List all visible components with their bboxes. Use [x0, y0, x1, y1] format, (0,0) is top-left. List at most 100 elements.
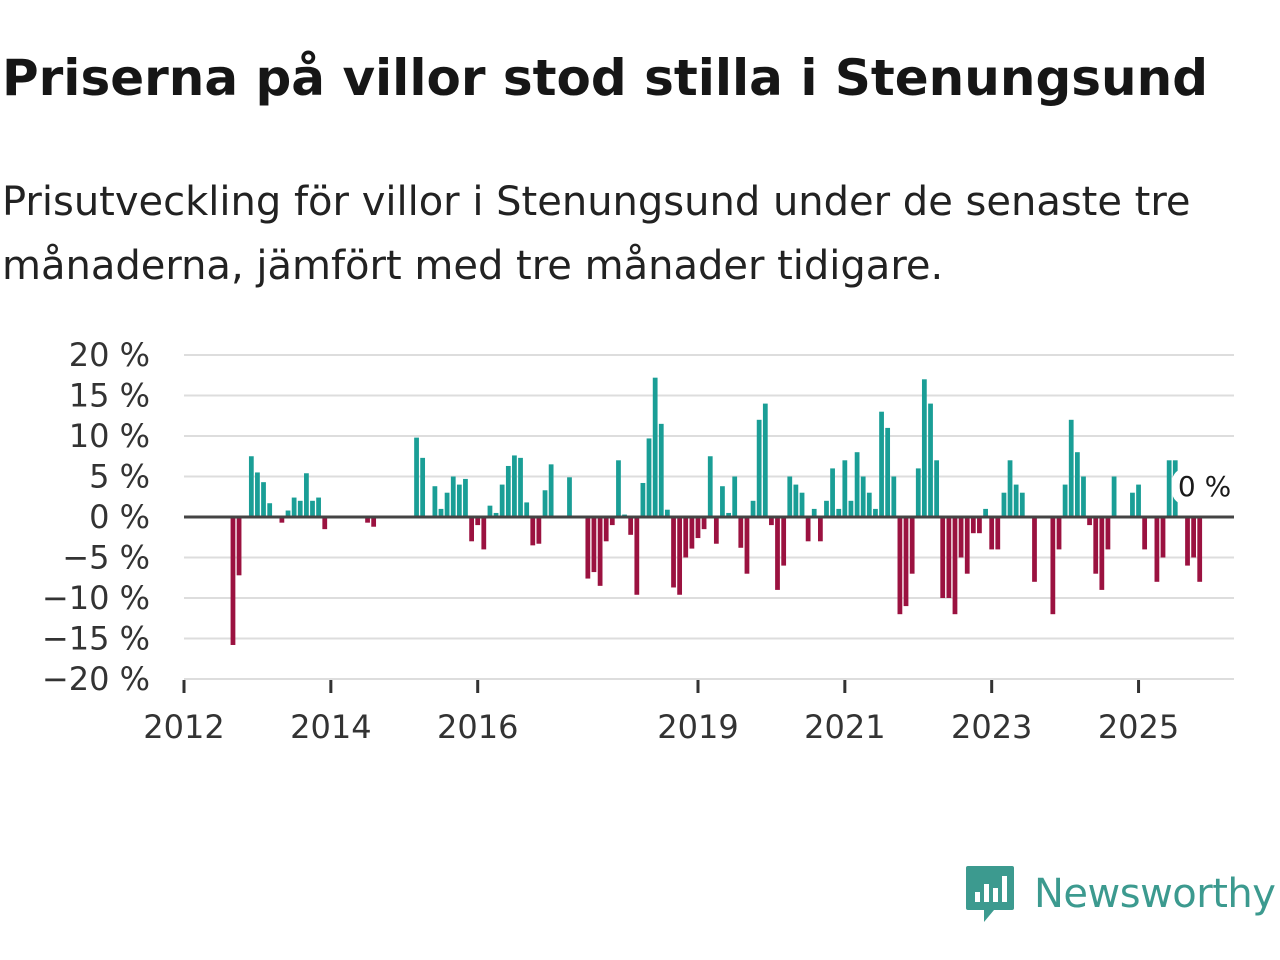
bar	[671, 517, 676, 588]
bar	[1001, 492, 1007, 517]
end-value-background	[1171, 468, 1238, 505]
x-tick-label: 2025	[1098, 708, 1179, 746]
bar	[475, 517, 481, 526]
bar	[450, 476, 456, 517]
bar	[940, 517, 946, 598]
bar	[707, 456, 713, 517]
bar	[909, 517, 915, 574]
bar	[934, 460, 940, 517]
bar	[1074, 452, 1080, 517]
bar	[536, 517, 542, 544]
bar	[762, 403, 768, 517]
bar	[1062, 484, 1068, 517]
bar	[469, 517, 474, 542]
bar	[921, 379, 927, 517]
x-tick-label: 2021	[804, 708, 885, 746]
bar	[664, 509, 670, 517]
bar	[1007, 460, 1013, 517]
brand-name: Newsworthy	[1034, 871, 1276, 917]
bar	[1081, 476, 1086, 517]
bar	[1099, 517, 1105, 590]
bar	[787, 476, 793, 517]
bar	[609, 517, 615, 526]
y-tick-label: 5 %	[89, 458, 150, 496]
bar	[726, 512, 731, 517]
bar	[261, 482, 266, 517]
bar	[414, 437, 419, 517]
x-tick-label: 2014	[290, 708, 371, 746]
bar	[585, 517, 591, 579]
x-tick-label: 2012	[143, 708, 224, 746]
bar	[432, 486, 438, 517]
bar	[738, 517, 744, 548]
x-tick-label: 2016	[437, 708, 518, 746]
bar	[304, 473, 309, 517]
bar	[836, 508, 842, 517]
bar	[977, 517, 982, 534]
bar	[1019, 492, 1025, 517]
bar	[891, 476, 897, 517]
bar	[279, 517, 285, 523]
bar	[830, 468, 835, 517]
bar	[897, 517, 903, 615]
bar	[781, 517, 787, 566]
bar	[616, 460, 621, 517]
bar	[365, 517, 370, 523]
bar	[713, 517, 719, 544]
x-tick-label: 2019	[657, 708, 738, 746]
bar	[695, 517, 701, 539]
y-tick-label: 15 %	[69, 377, 150, 415]
bar	[1093, 517, 1099, 574]
bar	[456, 484, 462, 517]
bar	[1154, 517, 1160, 582]
y-tick-label: 0 %	[89, 498, 150, 536]
bar	[1185, 517, 1190, 566]
bar	[928, 403, 933, 517]
x-tick-label: 2023	[951, 708, 1032, 746]
newsworthy-logo-icon	[966, 866, 1014, 922]
bar	[1160, 517, 1166, 558]
y-tick-label: 10 %	[69, 417, 150, 455]
bar	[297, 500, 303, 517]
bar	[499, 484, 505, 517]
bar	[1111, 476, 1117, 517]
bar	[989, 517, 995, 550]
bar	[799, 492, 805, 517]
bar	[230, 517, 236, 645]
bar	[775, 517, 780, 590]
bar	[1050, 517, 1056, 615]
bar	[952, 517, 958, 615]
bar	[420, 457, 426, 517]
bar	[322, 517, 328, 530]
bar	[744, 517, 750, 574]
bar	[603, 517, 609, 542]
bar	[310, 500, 315, 517]
bar	[248, 456, 254, 517]
bar	[1130, 492, 1135, 517]
bar	[1087, 517, 1092, 526]
bar	[1068, 419, 1074, 517]
bar	[1166, 460, 1172, 517]
y-axis: 20 %15 %10 %5 %0 %−5 %−10 %−15 %−20 %	[42, 336, 150, 698]
bar	[915, 468, 921, 517]
chart-subtitle: Prisutveckling för villor i Stenungsund …	[2, 179, 1191, 289]
bar	[701, 517, 707, 530]
bar	[946, 517, 952, 598]
bar	[316, 497, 321, 517]
bar	[1032, 517, 1037, 582]
bar	[444, 492, 450, 517]
bar	[873, 508, 878, 517]
bar	[512, 455, 517, 517]
bar	[848, 500, 854, 517]
bar	[805, 517, 811, 542]
bar	[842, 460, 848, 517]
bar	[885, 427, 891, 517]
bar	[481, 517, 487, 550]
bar	[1142, 517, 1148, 550]
bar	[879, 411, 884, 517]
x-axis: 2012 2014 2016 2019 2021 2023 2025	[143, 680, 1179, 746]
bar	[255, 472, 260, 517]
y-tick-label: −15 %	[42, 620, 150, 658]
end-value-label: 0 %	[1171, 468, 1238, 505]
